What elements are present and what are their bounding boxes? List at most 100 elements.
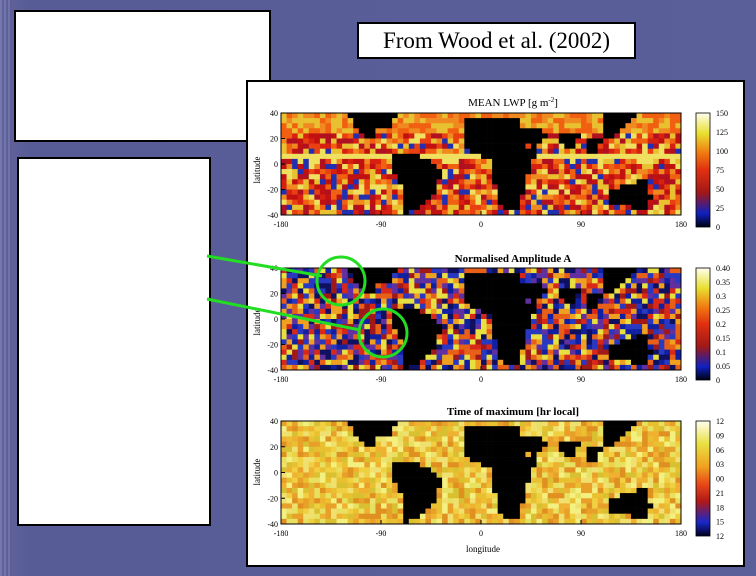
heatmap-cell — [525, 436, 532, 442]
heatmap-cell — [353, 518, 360, 525]
heatmap-cell — [597, 189, 604, 195]
heatmap-cell — [342, 493, 348, 499]
heatmap-cell — [403, 308, 410, 315]
heatmap-cell — [503, 518, 510, 525]
heatmap-cell — [508, 169, 515, 175]
heatmap-cell — [558, 174, 565, 180]
heatmap-cell — [525, 487, 532, 494]
heatmap-cell — [625, 426, 632, 432]
heatmap-cell — [503, 493, 510, 499]
heatmap-cell — [636, 153, 643, 160]
heatmap-cell — [431, 184, 437, 190]
heatmap-cell — [364, 441, 371, 448]
heatmap-cell — [436, 334, 443, 340]
heatmap-cell — [597, 158, 604, 165]
heatmap-cell — [286, 436, 293, 442]
heatmap-cell — [653, 199, 660, 206]
heatmap-cell — [425, 339, 432, 345]
heatmap-cell — [669, 462, 676, 468]
heatmap-cell — [636, 113, 643, 119]
heatmap-cell — [625, 179, 632, 185]
heatmap-cell — [414, 472, 421, 478]
heatmap-cell — [664, 179, 671, 185]
heatmap-cell — [525, 133, 532, 139]
heatmap-cell — [569, 487, 576, 494]
heatmap-cell — [492, 513, 498, 520]
heatmap-cell — [536, 472, 543, 478]
heatmap-cell — [647, 462, 654, 468]
heatmap-cell — [319, 457, 326, 463]
heatmap-cell — [431, 446, 437, 453]
heatmap-cell — [608, 138, 615, 144]
heatmap-cell — [619, 169, 626, 175]
heatmap-cell — [386, 194, 393, 200]
heatmap-cell — [614, 194, 621, 200]
heatmap-cell — [647, 477, 654, 484]
heatmap-cell — [475, 133, 482, 139]
heatmap-cell — [308, 298, 315, 304]
heatmap-cell — [325, 308, 332, 315]
heatmap-cell — [442, 436, 448, 442]
heatmap-cell — [547, 138, 554, 144]
heatmap-cell — [392, 493, 398, 499]
heatmap-cell — [319, 298, 326, 304]
heatmap-cell — [514, 273, 521, 279]
heatmap-cell — [597, 143, 604, 149]
heatmap-cell — [297, 339, 304, 345]
heatmap-cell — [614, 179, 621, 185]
heatmap-cell — [353, 451, 360, 458]
heatmap-cell — [542, 303, 548, 310]
heatmap-cell — [425, 359, 432, 366]
heatmap-cell — [503, 329, 510, 335]
heatmap-cell — [603, 164, 610, 170]
heatmap-cell — [636, 344, 643, 350]
heatmap-cell — [303, 133, 310, 139]
heatmap-cell — [408, 273, 415, 279]
heatmap-cell — [436, 298, 443, 304]
heatmap-cell — [564, 436, 571, 442]
heatmap-cell — [297, 293, 304, 299]
heatmap-cell — [664, 278, 671, 284]
heatmap-cell — [292, 204, 298, 211]
heatmap-cell — [508, 123, 515, 129]
heatmap-cell — [531, 194, 537, 200]
heatmap-cell — [564, 472, 571, 478]
heatmap-cell — [603, 153, 610, 160]
heatmap-cell — [314, 128, 321, 134]
heatmap-cell — [375, 487, 382, 494]
heatmap-cell — [336, 482, 343, 489]
heatmap-cell — [375, 472, 382, 478]
heatmap-cell — [658, 349, 665, 355]
heatmap-cell — [431, 503, 437, 509]
heatmap-cell — [414, 138, 421, 144]
heatmap-cell — [664, 513, 671, 520]
heatmap-cell — [397, 164, 404, 170]
heatmap-cell — [492, 128, 498, 134]
heatmap-cell — [369, 446, 376, 453]
heatmap-cell — [581, 169, 587, 175]
heatmap-cell — [281, 493, 287, 499]
heatmap-cell — [358, 118, 365, 124]
heatmap-cell — [581, 118, 587, 124]
heatmap-cell — [531, 303, 537, 310]
heatmap-cell — [308, 339, 315, 345]
heatmap-cell — [331, 273, 337, 279]
heatmap-cell — [547, 441, 554, 448]
heatmap-cell — [431, 477, 437, 484]
heatmap-cell — [303, 472, 310, 478]
heatmap-cell — [342, 278, 348, 284]
heatmap-cell — [464, 164, 471, 170]
heatmap-cell — [575, 319, 582, 325]
heatmap-cell — [642, 184, 648, 190]
heatmap-cell — [314, 199, 321, 206]
heatmap-cell — [564, 113, 571, 119]
heatmap-cell — [481, 431, 487, 437]
heatmap-cell — [319, 293, 326, 299]
heatmap-cell — [342, 518, 348, 525]
heatmap-cell — [553, 446, 560, 453]
heatmap-cell — [336, 179, 343, 185]
heatmap-cell — [569, 128, 576, 134]
heatmap-cell — [592, 303, 598, 310]
heatmap-cell — [353, 441, 360, 448]
heatmap-cell — [381, 349, 387, 355]
